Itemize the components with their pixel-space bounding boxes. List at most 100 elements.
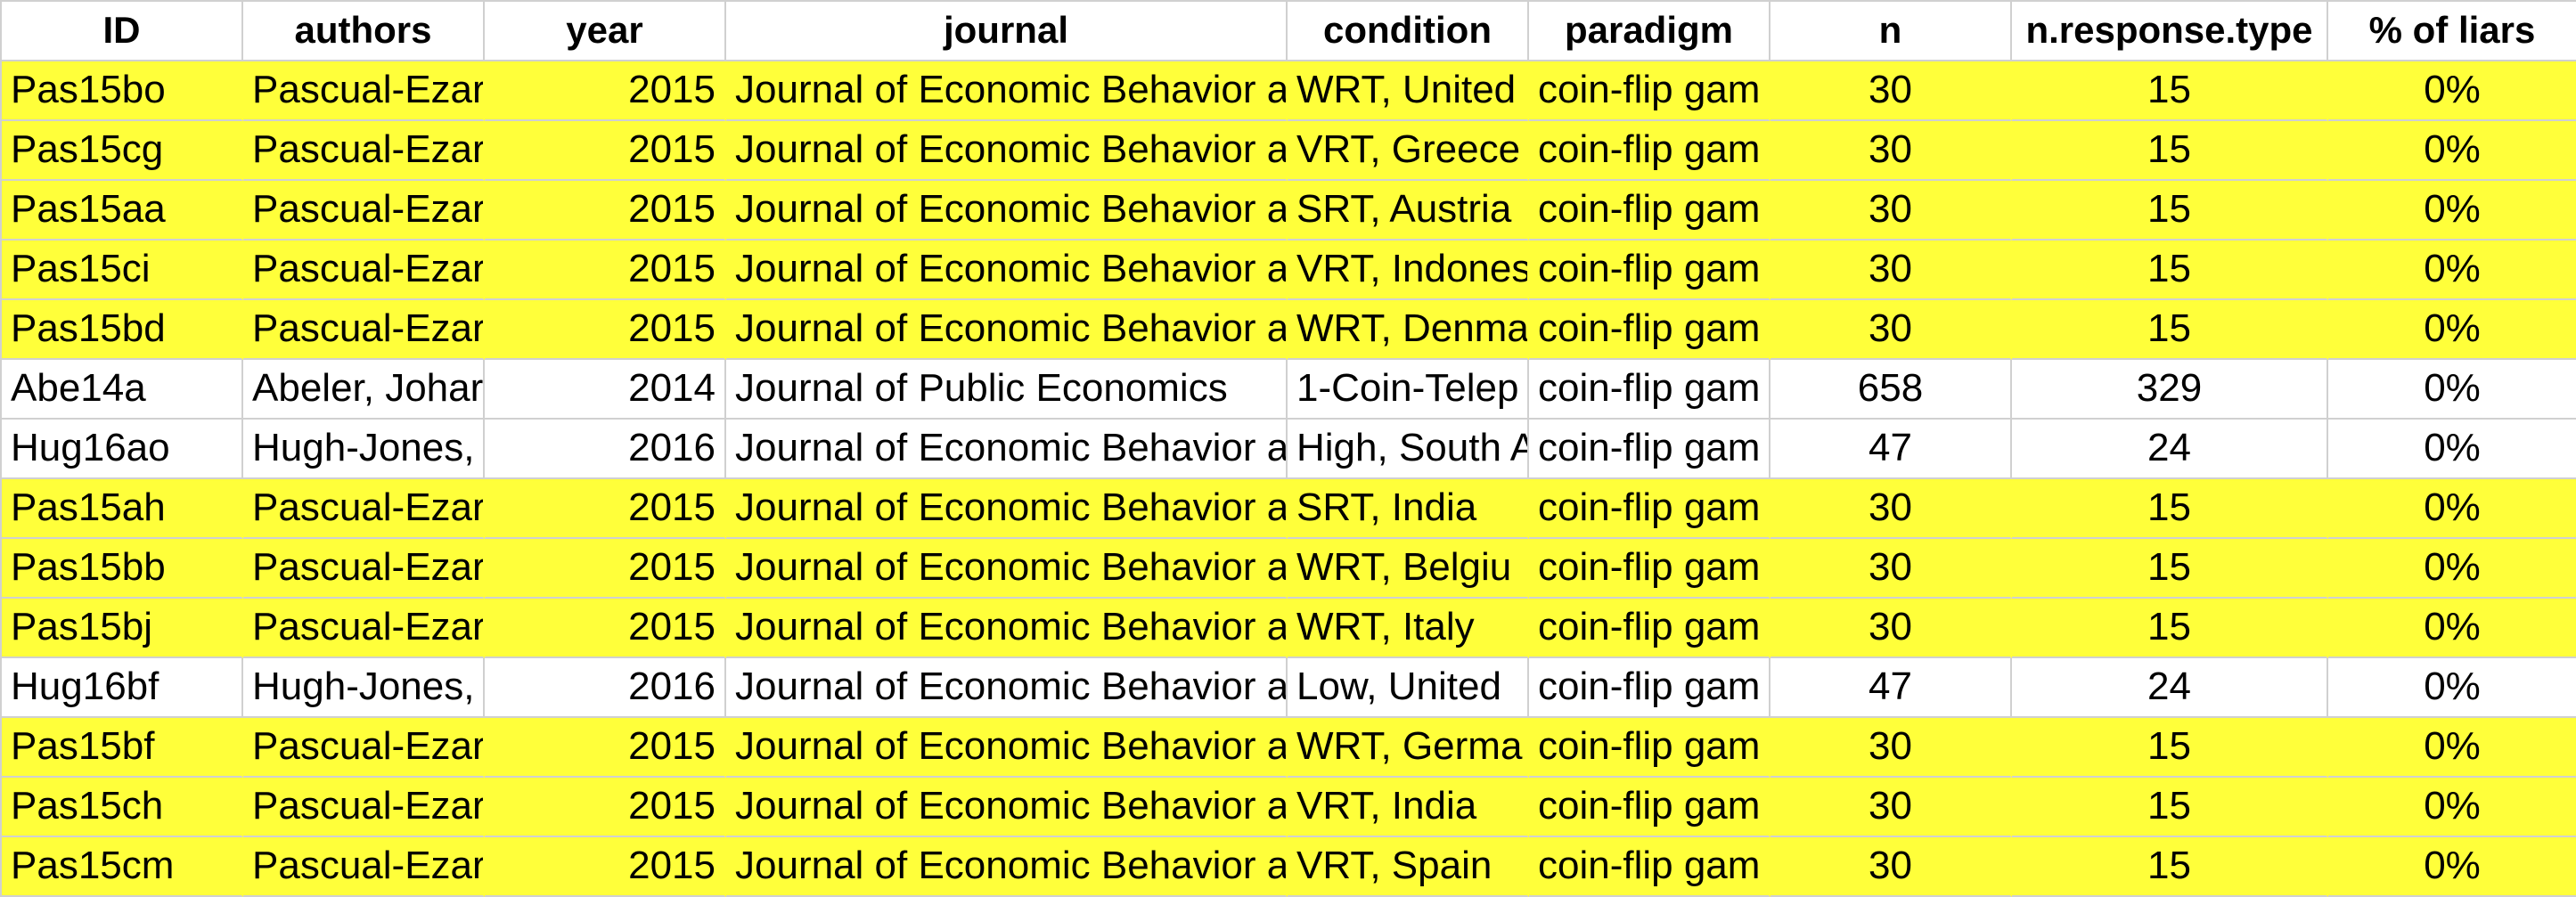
cell-journal[interactable]: Journal of Economic Behavior a xyxy=(726,300,1288,360)
column-header-percent-liars[interactable]: % of liars xyxy=(2328,2,2576,61)
cell-authors[interactable]: Pascual-Ezar xyxy=(243,241,485,300)
cell-authors[interactable]: Pascual-Ezar xyxy=(243,479,485,539)
cell-year[interactable]: 2015 xyxy=(485,539,726,599)
cell-n-response-type[interactable]: 15 xyxy=(2012,837,2328,897)
cell-condition[interactable]: VRT, Indones xyxy=(1288,241,1529,300)
cell-journal[interactable]: Journal of Economic Behavior a xyxy=(726,479,1288,539)
cell-condition[interactable]: WRT, Germa xyxy=(1288,718,1529,778)
cell-journal[interactable]: Journal of Economic Behavior a xyxy=(726,61,1288,121)
cell-percent-liars[interactable]: 0% xyxy=(2328,300,2576,360)
cell-n[interactable]: 30 xyxy=(1770,718,2012,778)
cell-id[interactable]: Pas15bb xyxy=(2,539,243,599)
cell-year[interactable]: 2015 xyxy=(485,121,726,181)
cell-authors[interactable]: Hugh-Jones, xyxy=(243,420,485,479)
cell-id[interactable]: Abe14a xyxy=(2,360,243,420)
cell-year[interactable]: 2015 xyxy=(485,241,726,300)
cell-journal[interactable]: Journal of Economic Behavior a xyxy=(726,599,1288,658)
cell-year[interactable]: 2015 xyxy=(485,837,726,897)
cell-n[interactable]: 30 xyxy=(1770,539,2012,599)
cell-n[interactable]: 30 xyxy=(1770,599,2012,658)
cell-percent-liars[interactable]: 0% xyxy=(2328,837,2576,897)
cell-year[interactable]: 2015 xyxy=(485,479,726,539)
cell-paradigm[interactable]: coin-flip gam xyxy=(1529,718,1770,778)
cell-n[interactable]: 30 xyxy=(1770,61,2012,121)
cell-n[interactable]: 30 xyxy=(1770,181,2012,241)
cell-condition[interactable]: WRT, Denma xyxy=(1288,300,1529,360)
cell-n-response-type[interactable]: 15 xyxy=(2012,121,2328,181)
cell-condition[interactable]: VRT, India xyxy=(1288,778,1529,837)
cell-authors[interactable]: Pascual-Ezar xyxy=(243,539,485,599)
cell-year[interactable]: 2015 xyxy=(485,718,726,778)
cell-n-response-type[interactable]: 15 xyxy=(2012,778,2328,837)
cell-paradigm[interactable]: coin-flip gam xyxy=(1529,599,1770,658)
cell-id[interactable]: Pas15cm xyxy=(2,837,243,897)
cell-id[interactable]: Hug16bf xyxy=(2,658,243,718)
cell-condition[interactable]: SRT, Austria xyxy=(1288,181,1529,241)
cell-percent-liars[interactable]: 0% xyxy=(2328,539,2576,599)
cell-paradigm[interactable]: coin-flip gam xyxy=(1529,241,1770,300)
column-header-authors[interactable]: authors xyxy=(243,2,485,61)
cell-condition[interactable]: 1-Coin-Telep xyxy=(1288,360,1529,420)
cell-id[interactable]: Pas15ah xyxy=(2,479,243,539)
cell-paradigm[interactable]: coin-flip gam xyxy=(1529,360,1770,420)
cell-year[interactable]: 2014 xyxy=(485,360,726,420)
cell-percent-liars[interactable]: 0% xyxy=(2328,241,2576,300)
cell-percent-liars[interactable]: 0% xyxy=(2328,420,2576,479)
cell-authors[interactable]: Pascual-Ezar xyxy=(243,778,485,837)
cell-journal[interactable]: Journal of Economic Behavior a xyxy=(726,837,1288,897)
cell-percent-liars[interactable]: 0% xyxy=(2328,718,2576,778)
cell-n[interactable]: 30 xyxy=(1770,300,2012,360)
cell-n-response-type[interactable]: 24 xyxy=(2012,658,2328,718)
cell-id[interactable]: Pas15bd xyxy=(2,300,243,360)
cell-condition[interactable]: WRT, United xyxy=(1288,61,1529,121)
cell-year[interactable]: 2016 xyxy=(485,658,726,718)
cell-id[interactable]: Pas15bo xyxy=(2,61,243,121)
column-header-year[interactable]: year xyxy=(485,2,726,61)
cell-id[interactable]: Pas15bf xyxy=(2,718,243,778)
cell-n-response-type[interactable]: 15 xyxy=(2012,61,2328,121)
cell-condition[interactable]: VRT, Greece xyxy=(1288,121,1529,181)
cell-paradigm[interactable]: coin-flip gam xyxy=(1529,479,1770,539)
cell-journal[interactable]: Journal of Public Economics xyxy=(726,360,1288,420)
cell-journal[interactable]: Journal of Economic Behavior a xyxy=(726,420,1288,479)
cell-year[interactable]: 2015 xyxy=(485,778,726,837)
cell-year[interactable]: 2015 xyxy=(485,61,726,121)
cell-authors[interactable]: Pascual-Ezar xyxy=(243,718,485,778)
column-header-condition[interactable]: condition xyxy=(1288,2,1529,61)
cell-authors[interactable]: Pascual-Ezar xyxy=(243,599,485,658)
cell-percent-liars[interactable]: 0% xyxy=(2328,181,2576,241)
cell-percent-liars[interactable]: 0% xyxy=(2328,121,2576,181)
cell-condition[interactable]: VRT, Spain xyxy=(1288,837,1529,897)
cell-n-response-type[interactable]: 15 xyxy=(2012,181,2328,241)
cell-authors[interactable]: Hugh-Jones, xyxy=(243,658,485,718)
cell-authors[interactable]: Pascual-Ezar xyxy=(243,837,485,897)
cell-percent-liars[interactable]: 0% xyxy=(2328,599,2576,658)
column-header-n-response-type[interactable]: n.response.type xyxy=(2012,2,2328,61)
cell-n-response-type[interactable]: 15 xyxy=(2012,718,2328,778)
cell-authors[interactable]: Abeler, Johar xyxy=(243,360,485,420)
cell-percent-liars[interactable]: 0% xyxy=(2328,479,2576,539)
column-header-id[interactable]: ID xyxy=(2,2,243,61)
cell-journal[interactable]: Journal of Economic Behavior a xyxy=(726,778,1288,837)
cell-n[interactable]: 47 xyxy=(1770,420,2012,479)
cell-n-response-type[interactable]: 15 xyxy=(2012,539,2328,599)
cell-percent-liars[interactable]: 0% xyxy=(2328,61,2576,121)
cell-n[interactable]: 30 xyxy=(1770,121,2012,181)
cell-condition[interactable]: High, South A xyxy=(1288,420,1529,479)
cell-n-response-type[interactable]: 15 xyxy=(2012,599,2328,658)
cell-paradigm[interactable]: coin-flip gam xyxy=(1529,61,1770,121)
cell-id[interactable]: Hug16ao xyxy=(2,420,243,479)
cell-journal[interactable]: Journal of Economic Behavior a xyxy=(726,121,1288,181)
cell-n-response-type[interactable]: 329 xyxy=(2012,360,2328,420)
cell-paradigm[interactable]: coin-flip gam xyxy=(1529,778,1770,837)
cell-year[interactable]: 2015 xyxy=(485,599,726,658)
cell-n[interactable]: 30 xyxy=(1770,837,2012,897)
cell-journal[interactable]: Journal of Economic Behavior a xyxy=(726,658,1288,718)
cell-year[interactable]: 2015 xyxy=(485,300,726,360)
cell-n[interactable]: 47 xyxy=(1770,658,2012,718)
cell-paradigm[interactable]: coin-flip gam xyxy=(1529,181,1770,241)
cell-year[interactable]: 2016 xyxy=(485,420,726,479)
cell-journal[interactable]: Journal of Economic Behavior a xyxy=(726,181,1288,241)
cell-percent-liars[interactable]: 0% xyxy=(2328,360,2576,420)
cell-id[interactable]: Pas15bj xyxy=(2,599,243,658)
